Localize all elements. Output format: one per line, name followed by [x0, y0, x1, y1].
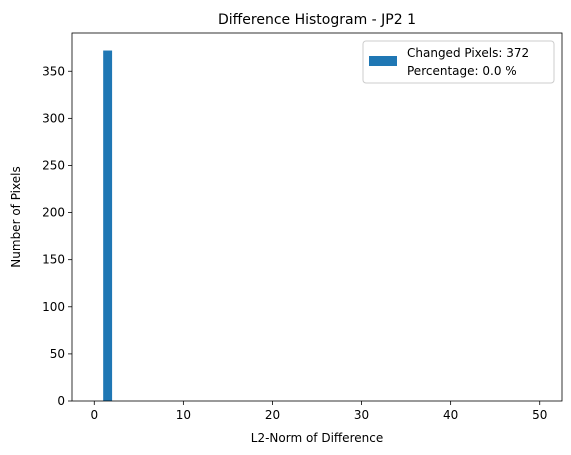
legend-line-percentage: Percentage: 0.0 % [407, 64, 517, 78]
y-tick-label: 250 [42, 158, 65, 172]
x-tick-label: 0 [90, 408, 98, 422]
y-tick-label: 200 [42, 206, 65, 220]
y-axis-ticks: 0 50 100 150 200 250 300 350 [42, 64, 72, 408]
histogram-bar-0 [103, 50, 113, 402]
y-tick-label: 0 [57, 394, 65, 408]
legend-swatch [369, 56, 397, 66]
x-tick-label: 40 [443, 408, 458, 422]
chart-title: Difference Histogram - JP2 1 [218, 12, 416, 28]
y-tick-label: 150 [42, 253, 65, 267]
y-tick-label: 50 [50, 347, 65, 361]
legend: Changed Pixels: 372 Percentage: 0.0 % [362, 40, 555, 84]
x-axis-ticks: 0 10 20 30 40 50 [90, 401, 547, 422]
plot-area [72, 33, 562, 401]
plot-frame [71, 32, 563, 402]
x-tick-label: 30 [354, 408, 369, 422]
x-axis-label: L2-Norm of Difference [251, 431, 383, 445]
y-tick-label: 300 [42, 111, 65, 125]
y-tick-label: 350 [42, 64, 65, 78]
y-axis-label: Number of Pixels [9, 166, 23, 267]
bar-group [103, 50, 113, 402]
y-tick-label: 100 [42, 300, 65, 314]
legend-box [362, 40, 555, 84]
x-tick-label: 50 [532, 408, 547, 422]
legend-line-changed-pixels: Changed Pixels: 372 [407, 46, 529, 60]
x-tick-label: 20 [265, 408, 280, 422]
x-tick-label: 10 [176, 408, 191, 422]
